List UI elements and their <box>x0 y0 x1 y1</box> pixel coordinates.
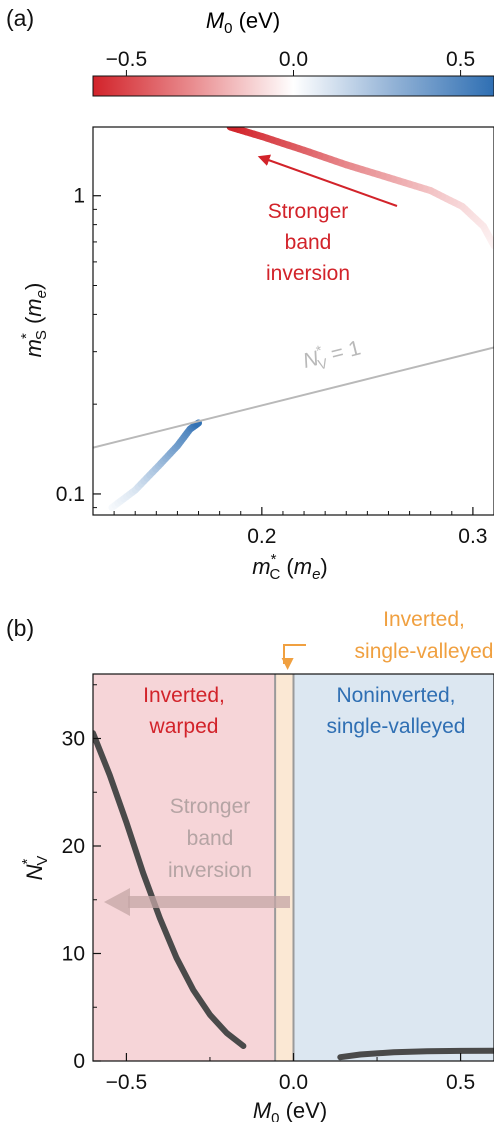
colorbar-label-unit: (eV) <box>232 8 280 33</box>
panel-a-xtick-label-0: 0.2 <box>247 525 276 548</box>
panel-b-annotation-line1: Stronger <box>170 795 251 818</box>
panel-b-label: (b) <box>6 615 34 641</box>
panel-b-annotation-line3: inversion <box>168 859 252 882</box>
panel-b-regions <box>93 674 494 1061</box>
colorbar-tick-label-0: −0.5 <box>106 48 147 71</box>
panel-a-annotation-line2: band <box>285 231 332 254</box>
panel-b-xtick-label-0: −0.5 <box>106 1071 147 1094</box>
panel-b-arrow-head <box>104 888 130 916</box>
panel-b-ytick-label-0: 0 <box>73 1050 85 1073</box>
region-label-orange-line2: single-valleyed <box>355 640 494 663</box>
panel-b-xtick-label-2: 0.5 <box>446 1071 475 1094</box>
panel-b-ytick-label-3: 30 <box>62 728 85 751</box>
panel-b-series-1 <box>337 1047 494 1061</box>
panel-a-annotation-line1: Stronger <box>268 200 349 223</box>
region-inverted-warped <box>93 674 276 1061</box>
region-label-red-line1: Inverted, <box>143 684 225 707</box>
region-inverted-single-valleyed <box>275 674 294 1061</box>
colorbar-label-main: M <box>206 8 225 33</box>
panel-a-arrow <box>257 154 398 207</box>
panel-b-xlabel: M0 (eV) <box>253 1098 327 1122</box>
panel-b-series-0 <box>93 730 247 1049</box>
region-label-orange-line1: Inverted, <box>383 608 465 631</box>
panel-a-xtick-label-1: 0.3 <box>458 525 487 548</box>
colorbar-tick-label-1: 0.0 <box>279 48 308 71</box>
panel-a-series-1-segment <box>193 419 203 428</box>
orange-region-pointer <box>281 644 306 670</box>
panel-a-series <box>93 127 494 512</box>
colorbar-label: M0 (eV) <box>206 8 280 37</box>
panel-a-ylabel: m*S (me) <box>18 283 50 358</box>
panel-a-plot-area <box>93 127 494 515</box>
panel-a-label: (a) <box>6 5 34 31</box>
panel-b-axes: −0.5 0.0 0.5 0 10 20 30 <box>62 684 475 1094</box>
panel-a-xlabel: m* C (me) <box>252 551 327 583</box>
panel-a-frame <box>92 126 494 516</box>
region-noninverted-single-valleyed <box>293 674 494 1061</box>
panel-b-ylabel: N*V <box>19 856 51 881</box>
colorbar-label-sub: 0 <box>224 20 232 37</box>
panel-a-ytick-label-0: 0.1 <box>56 483 85 506</box>
nv-equals-one-line <box>93 346 494 449</box>
region-label-blue-line1: Noninverted, <box>336 684 455 707</box>
colorbar <box>92 75 494 97</box>
panel-b-series <box>93 730 494 1061</box>
region-label-red-line2: warped <box>149 715 219 738</box>
panel-b-xtick-label-1: 0.0 <box>279 1071 308 1094</box>
colorbar-ticks: −0.5 0.0 0.5 <box>106 48 475 76</box>
panel-b-annotation-line2: band <box>187 827 234 850</box>
nv-equals-one-label: N*V = 1 <box>300 333 364 376</box>
panel-a-axes: 0.2 0.3 0.1 1 <box>56 185 488 548</box>
colorbar-tick-label-2: 0.5 <box>446 48 475 71</box>
panel-a-annotation-line3: inversion <box>266 262 350 285</box>
region-label-blue-line2: single-valleyed <box>327 715 466 738</box>
panel-a-ytick-label-1: 1 <box>73 185 85 208</box>
panel-b-ytick-label-1: 10 <box>62 943 85 966</box>
panel-b-ytick-label-2: 20 <box>62 835 85 858</box>
